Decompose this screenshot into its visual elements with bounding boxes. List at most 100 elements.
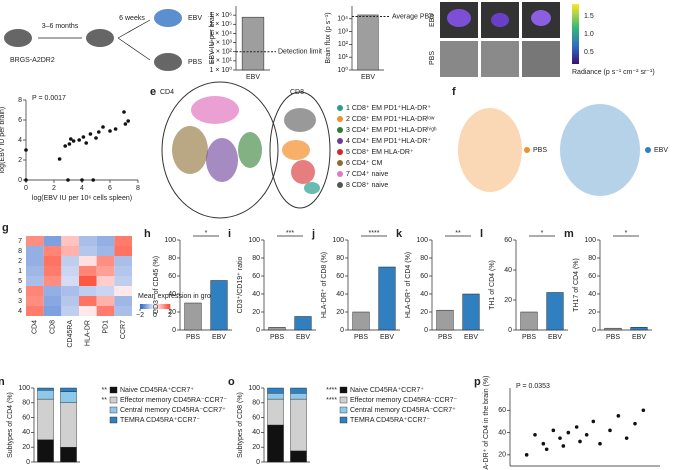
heat-cell (61, 306, 79, 316)
heat-cell (96, 296, 115, 306)
signal (531, 10, 551, 26)
heat-cell (96, 236, 115, 246)
point (578, 439, 582, 444)
pbs-label: PBS (188, 59, 202, 66)
legend-label: 8 CD8⁺ naive (346, 182, 388, 189)
x-tick-label: EBV (246, 74, 260, 81)
colorbar-step (141, 304, 144, 309)
heat-cell (43, 246, 62, 256)
colorbar-step (158, 304, 160, 309)
legend-swatch (337, 182, 343, 188)
y-tick-label: 10² (338, 41, 349, 48)
heat-cell (79, 266, 97, 276)
significance: ** (102, 387, 108, 394)
legend-swatch (339, 386, 348, 394)
y-tick-label: 40 (420, 291, 428, 298)
heat-cell (96, 286, 115, 296)
reference-label: Detection limit (278, 49, 322, 56)
point (584, 433, 589, 437)
point (633, 421, 637, 426)
colorbar-title: Mean expression in group (138, 293, 219, 300)
legend-label: 6 CD4⁺ CM (346, 160, 383, 167)
y-tick-label: 100 (164, 237, 176, 244)
colorbar-step (155, 304, 157, 309)
colorbar-step (159, 304, 162, 309)
y-tick-label: 2 (18, 157, 22, 164)
row-label: 2 (18, 258, 22, 265)
wait-label: 6 weeks (119, 15, 145, 22)
bar (546, 292, 564, 331)
legend-label: EBV (654, 147, 668, 154)
column-label: CD8 (49, 320, 56, 334)
point (544, 447, 549, 452)
y-tick-label: 20 (168, 309, 176, 316)
mouse-icon (86, 29, 114, 47)
y-tick-label: 0 (18, 177, 22, 184)
y-tick-label: 8 (18, 97, 22, 104)
legend-swatch (339, 396, 348, 404)
y-tick-label: 100 (248, 237, 260, 244)
x-tick-label: PBS (522, 334, 536, 341)
heat-cell (61, 276, 79, 286)
point (533, 433, 537, 437)
column-label: CCR7 (120, 320, 127, 339)
bar-segment (290, 450, 307, 463)
y-axis-label: Brain flux (p s⁻¹) (325, 12, 332, 63)
heat-cell (114, 256, 132, 266)
tsne-f: f PBS EBV (452, 86, 668, 196)
heat-cell (26, 256, 44, 266)
legend-label: Central memory CD45RA⁻CCR7⁺ (350, 407, 456, 414)
bar-segment (60, 402, 77, 448)
bar (378, 266, 396, 331)
heat-cell (43, 276, 62, 286)
point (71, 139, 76, 143)
point (94, 136, 98, 140)
bar (520, 311, 538, 331)
heat-cell (79, 306, 97, 316)
y-tick-label: 0 (424, 327, 428, 334)
heat-cell (96, 306, 115, 316)
heat-cell (26, 286, 44, 296)
y-tick-label: 60 (168, 273, 176, 280)
cluster (304, 182, 320, 194)
legend-label: Effector memory CD45RA⁻CCR7⁻ (120, 397, 228, 404)
legend-swatch (337, 116, 343, 122)
bar (436, 309, 454, 331)
point (126, 119, 130, 123)
column-label: CD4 (32, 320, 39, 334)
x-axis-label: log(EBV IU per 10⁶ cells spleen) (32, 195, 132, 202)
colorbar-step (156, 304, 159, 309)
point (67, 142, 72, 146)
colorbar-step (164, 304, 166, 309)
point (24, 178, 28, 182)
y-tick-label: 100 (332, 237, 344, 244)
x-tick-label: EBV (548, 334, 562, 341)
colorbar-step (147, 304, 150, 309)
y-tick-label: 1 × 10⁵ (209, 21, 232, 28)
bar (604, 327, 622, 331)
point (84, 141, 88, 145)
significance: **** (326, 397, 337, 404)
legend-swatch (337, 127, 343, 133)
y-tick-label: 1 × 10² (210, 49, 233, 56)
y-tick-label: 80 (168, 255, 176, 262)
legend-label: 1 CD8⁺ EM PD1⁺HLA-DR⁺ (346, 105, 431, 112)
ebv-label: EBV (188, 15, 202, 22)
colorbar-step (167, 304, 169, 309)
y-axis-label: HLA-DR⁺ of CD4 in the brain (%) (483, 376, 490, 470)
legend-label: 3 CD4⁺ EM PD1⁺HLA-DRʰⁱᵍʰ (346, 126, 437, 134)
y-tick-label: 100 (416, 237, 428, 244)
heat-cell (79, 286, 97, 296)
colorbar-step (152, 304, 154, 309)
legend-label: 7 CD4⁺ naive (346, 171, 388, 178)
point (63, 144, 67, 148)
heat-cell (26, 276, 44, 286)
y-axis-label: TH1 of CD4 (%) (489, 260, 496, 310)
point (616, 414, 621, 418)
panel-letter: l (480, 228, 483, 240)
y-tick-label: 80 (22, 400, 30, 407)
row-label: EBV (429, 13, 436, 27)
point (81, 135, 86, 139)
column-label: CD45RA (67, 320, 74, 348)
